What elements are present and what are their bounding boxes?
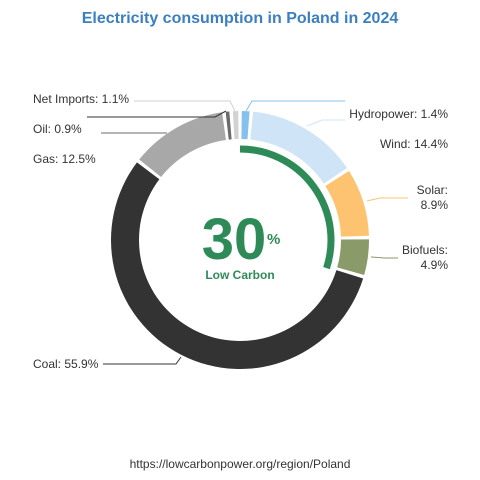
leader-line-biofuels: [370, 256, 398, 259]
leader-line-coal: [103, 356, 182, 365]
label-solar: Solar: 8.9%: [417, 183, 449, 212]
source-url[interactable]: https://lowcarbonpower.org/region/Poland: [129, 457, 351, 471]
label-gas: Gas: 12.5%: [33, 152, 96, 166]
slice-wind[interactable]: [250, 111, 348, 184]
slice-gas[interactable]: [139, 112, 226, 177]
label-net-imports: Net Imports: 1.1%: [33, 92, 129, 106]
low-carbon-arc: [239, 145, 335, 270]
label-coal: Coal: 55.9%: [33, 357, 99, 371]
leader-line-hydropower: [245, 100, 345, 112]
slice-solar[interactable]: [325, 171, 369, 237]
center-value: 30: [202, 207, 267, 272]
label-oil: Oil: 0.9%: [33, 122, 82, 136]
leader-line-solar: [366, 197, 408, 202]
center-caption: Low Carbon: [205, 268, 274, 282]
chart-title: Electricity consumption in Poland in 202…: [81, 10, 399, 27]
leader-line-wind: [306, 119, 345, 127]
label-biofuels: Biofuels: 4.9%: [402, 243, 448, 272]
slice-net-imports[interactable]: [232, 111, 239, 140]
slice-coal[interactable]: [110, 162, 364, 369]
center-unit: %: [267, 231, 280, 248]
slice-biofuels[interactable]: [337, 239, 369, 276]
oil-leader-line: [87, 110, 227, 118]
label-wind: Wind: 14.4%: [380, 137, 448, 151]
slice-hydropower[interactable]: [241, 111, 250, 140]
slice-oil[interactable]: [225, 111, 232, 140]
leader-line-net-imports: [134, 100, 236, 112]
label-hydropower: Hydropower: 1.4%: [349, 107, 448, 121]
